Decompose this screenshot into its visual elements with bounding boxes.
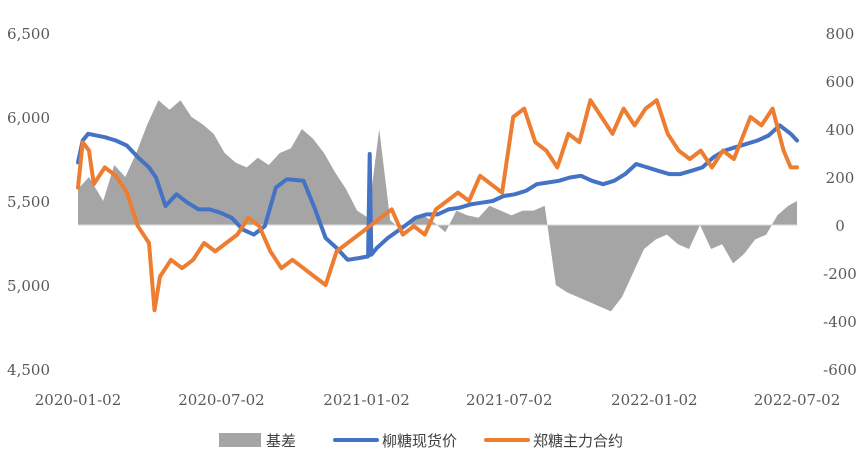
y-axis-right: 800 600 400 200 0 -200 -400 -600 bbox=[823, 25, 857, 379]
legend-swatch-basis bbox=[219, 433, 261, 447]
y-left-tick-label: 6,000 bbox=[7, 109, 50, 127]
price-lines-layer bbox=[76, 98, 799, 313]
series-line-1 bbox=[76, 123, 799, 262]
y-left-tick-label: 5,000 bbox=[7, 277, 50, 295]
series-line-2 bbox=[76, 98, 799, 313]
legend-label: 基差 bbox=[266, 432, 296, 450]
y-right-tick-label: -600 bbox=[823, 361, 857, 379]
y-right-tick-label: 0 bbox=[835, 217, 845, 235]
plot-area bbox=[76, 98, 799, 313]
y-right-tick-label: 200 bbox=[826, 169, 855, 187]
y-right-tick-label: -200 bbox=[823, 265, 857, 283]
x-tick-label: 2021-01-02 bbox=[323, 391, 409, 409]
y-right-tick-label: 400 bbox=[826, 121, 855, 139]
legend: 基差 柳糖现货价 郑糖主力合约 bbox=[219, 432, 623, 450]
x-tick-label: 2020-07-02 bbox=[178, 391, 264, 409]
basis-area-layer bbox=[78, 100, 797, 312]
legend-label: 柳糖现货价 bbox=[382, 432, 457, 450]
y-left-tick-label: 4,500 bbox=[7, 361, 50, 379]
series-area-basis bbox=[78, 100, 797, 312]
x-tick-label: 2020-01-02 bbox=[35, 391, 121, 409]
y-right-tick-label: -400 bbox=[823, 313, 857, 331]
y-left-tick-label: 6,500 bbox=[7, 25, 50, 43]
x-tick-label: 2021-07-02 bbox=[466, 391, 552, 409]
x-axis: 2020-01-02 2020-07-02 2021-01-02 2021-07-02… bbox=[35, 391, 840, 409]
x-tick-label: 2022-01-02 bbox=[611, 391, 697, 409]
x-tick-label: 2022-07-02 bbox=[754, 391, 840, 409]
legend-label: 郑糖主力合约 bbox=[533, 432, 623, 450]
y-left-tick-label: 5,500 bbox=[7, 193, 50, 211]
y-right-tick-label: 600 bbox=[826, 73, 855, 91]
y-axis-left: 6,500 6,000 5,500 5,000 4,500 bbox=[7, 25, 50, 379]
y-right-tick-label: 800 bbox=[826, 25, 855, 43]
